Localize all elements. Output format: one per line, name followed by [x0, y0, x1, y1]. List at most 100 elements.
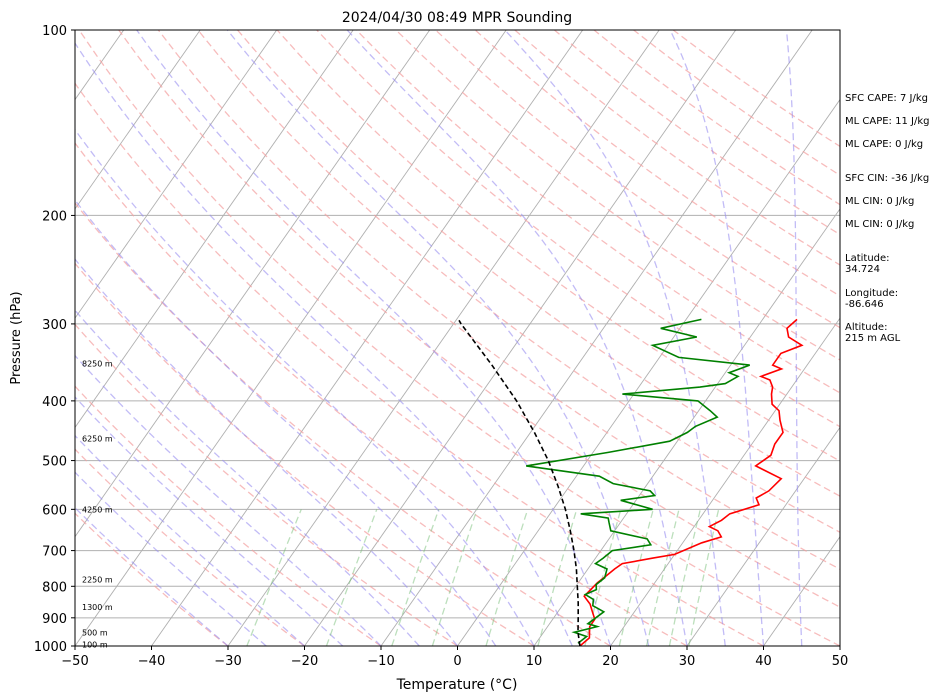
isotherm-line — [686, 426, 840, 646]
dry-adiabat — [78, 30, 840, 646]
chart-title: 2024/04/30 08:49 MPR Sounding — [342, 10, 572, 26]
isotherm-line — [763, 535, 840, 646]
dry-adiabat — [75, 82, 764, 646]
dewpoint-line — [526, 318, 750, 644]
ml-cape-text-2: ML CAPE: 0 J/kg — [845, 139, 924, 150]
isotherm-line — [75, 30, 354, 429]
altitude-text: Altitude: 215 m AGL — [845, 322, 901, 344]
height-label: 6250 m — [82, 434, 113, 443]
dry-adiabat — [75, 448, 305, 646]
isotherm-line — [151, 30, 584, 646]
x-tick-label: 50 — [832, 654, 849, 669]
parcel-line — [458, 319, 581, 646]
dry-adiabat — [75, 323, 458, 646]
isotherm-line — [75, 30, 507, 646]
background-lines — [75, 30, 840, 646]
dry-adiabat — [118, 30, 840, 608]
mixing-ratio-line — [537, 509, 578, 646]
x-tick-label: −50 — [61, 654, 88, 669]
moist-adiabat — [75, 199, 497, 646]
data-lines — [458, 318, 804, 646]
mixing-ratio-line — [325, 509, 378, 646]
mixing-ratio-line — [668, 509, 701, 646]
mixing-ratio-line — [688, 509, 720, 646]
mixing-ratio-line — [485, 509, 529, 646]
dry-adiabat — [75, 202, 611, 646]
x-tick-label: −20 — [291, 654, 318, 669]
moist-adiabat — [75, 471, 267, 646]
y-tick-label: 400 — [42, 395, 67, 410]
dry-adiabat — [197, 30, 840, 534]
moist-adiabat — [346, 30, 688, 646]
y-tick-label: 900 — [42, 612, 67, 627]
axes: −50 −40 −30 −20 −10 0 10 20 30 40 50 1000 900 800 700 6… — [34, 24, 848, 669]
x-tick-label: 10 — [526, 654, 543, 669]
x-tick-label: −30 — [214, 654, 241, 669]
dry-adiabat — [276, 30, 840, 462]
x-tick-label: 0 — [453, 654, 461, 669]
mixing-ratio-line — [645, 509, 680, 646]
dry-adiabat — [237, 30, 840, 497]
height-label: 500 m — [82, 628, 108, 637]
dry-adiabat — [474, 30, 840, 297]
dry-adiabat — [75, 385, 382, 646]
dry-adiabat — [395, 30, 840, 361]
y-tick-label: 100 — [42, 24, 67, 39]
temperature-line — [579, 318, 804, 646]
sfc-cin-text: SFC CIN: -36 J/kg — [845, 173, 930, 184]
y-tick-label: 700 — [42, 545, 67, 560]
y-tick-label: 200 — [42, 209, 67, 224]
y-tick-label: 600 — [42, 503, 67, 518]
isotherm-line — [380, 30, 813, 646]
plot-frame — [74, 29, 841, 647]
dry-adiabat — [75, 142, 688, 646]
dry-adiabat — [157, 30, 840, 570]
isotherm-line — [75, 30, 201, 210]
moist-adiabat — [75, 309, 420, 646]
latitude-text: Latitude: 34.724 — [845, 253, 890, 275]
ml-cape-text: ML CAPE: 11 J/kg — [845, 116, 930, 127]
height-label: 4250 m — [82, 505, 113, 514]
dry-adiabat — [75, 512, 229, 646]
height-label: 2250 m — [82, 576, 113, 585]
moist-adiabat — [75, 128, 535, 646]
x-tick-label: 20 — [602, 654, 619, 669]
x-tick-label: 30 — [679, 654, 696, 669]
height-label: 1300 m — [82, 603, 113, 612]
isotherm-line — [533, 208, 840, 646]
x-axis-label: Temperature (°C) — [396, 677, 518, 693]
ml-cin-text: ML CIN: 0 J/kg — [845, 196, 915, 207]
isotherm-line — [457, 98, 840, 646]
mixing-ratio-line — [391, 509, 440, 646]
mixing-ratio-line — [431, 509, 478, 646]
isotherm-line — [75, 30, 431, 538]
height-labels: 100 m 500 m 1300 m 2250 m 4250 m 6250 m 8250 m — [82, 360, 113, 650]
dry-adiabat — [355, 30, 840, 394]
y-tick-label: 1000 — [34, 640, 67, 655]
height-label: 100 m — [82, 641, 108, 650]
isotherm-line — [304, 30, 737, 646]
y-tick-label: 300 — [42, 318, 67, 333]
height-label: 8250 m — [82, 360, 113, 369]
moist-adiabat — [75, 354, 382, 646]
moist-adiabat — [669, 30, 765, 646]
moist-adiabat — [75, 258, 459, 646]
ml-cin-text-2: ML CIN: 0 J/kg — [845, 219, 915, 230]
moist-adiabat — [75, 506, 229, 646]
moist-adiabat — [226, 30, 650, 646]
mixing-ratio-line — [246, 509, 302, 646]
isotherm-line — [610, 317, 840, 646]
mixing-ratio-line — [584, 509, 622, 646]
moist-adiabat — [785, 30, 803, 646]
dry-adiabat — [316, 30, 840, 428]
isotherm-line — [75, 30, 278, 319]
moist-adiabat — [136, 30, 612, 646]
y-axis-label: Pressure (hPa) — [9, 291, 24, 384]
mixing-ratio-line — [618, 509, 654, 646]
moist-adiabat — [504, 30, 726, 646]
moist-adiabat — [75, 42, 573, 646]
y-tick-label: 500 — [42, 455, 67, 470]
dry-adiabat — [435, 30, 840, 329]
x-tick-label: −10 — [367, 654, 394, 669]
